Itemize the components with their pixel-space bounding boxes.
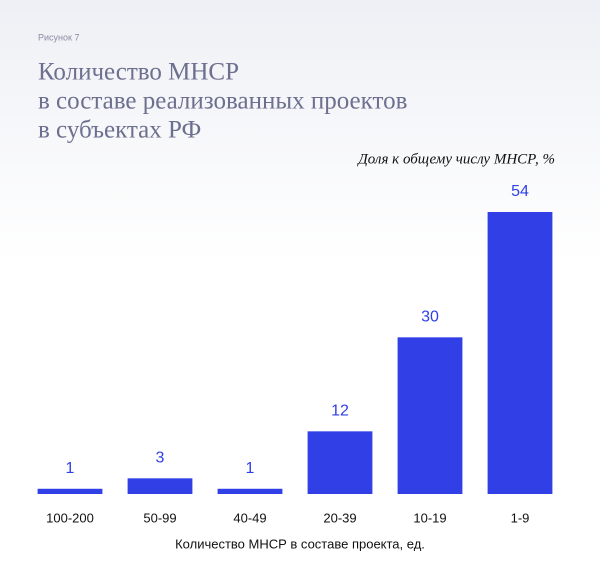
bar <box>37 488 103 494</box>
bar <box>307 431 373 494</box>
x-tick-label: 50-99 <box>143 510 176 525</box>
value-label: 1 <box>246 460 255 477</box>
x-tick-label: 1-9 <box>511 510 530 525</box>
chart-title: в субъектах РФ <box>38 117 201 144</box>
chart-subtitle: Доля к общему числу МНСР, % <box>356 151 555 167</box>
x-tick-label: 20-39 <box>323 510 356 525</box>
chart-title: в составе реализованных проектов <box>38 88 407 115</box>
value-label: 54 <box>511 183 529 200</box>
chart-title: Количество МНСР <box>38 59 239 86</box>
x-tick-label: 100-200 <box>46 510 94 525</box>
figure-label: Рисунок 7 <box>38 32 79 42</box>
bar <box>397 337 463 494</box>
value-label: 30 <box>421 309 439 326</box>
x-tick-label: 40-49 <box>233 510 266 525</box>
bar <box>127 478 193 494</box>
x-tick-label: 10-19 <box>413 510 446 525</box>
value-label: 3 <box>156 450 165 467</box>
bar <box>487 212 553 494</box>
value-label: 12 <box>331 403 349 420</box>
value-label: 1 <box>66 460 75 477</box>
x-axis-label: Количество МНСР в составе проекта, ед. <box>175 536 425 551</box>
bar <box>217 488 283 494</box>
